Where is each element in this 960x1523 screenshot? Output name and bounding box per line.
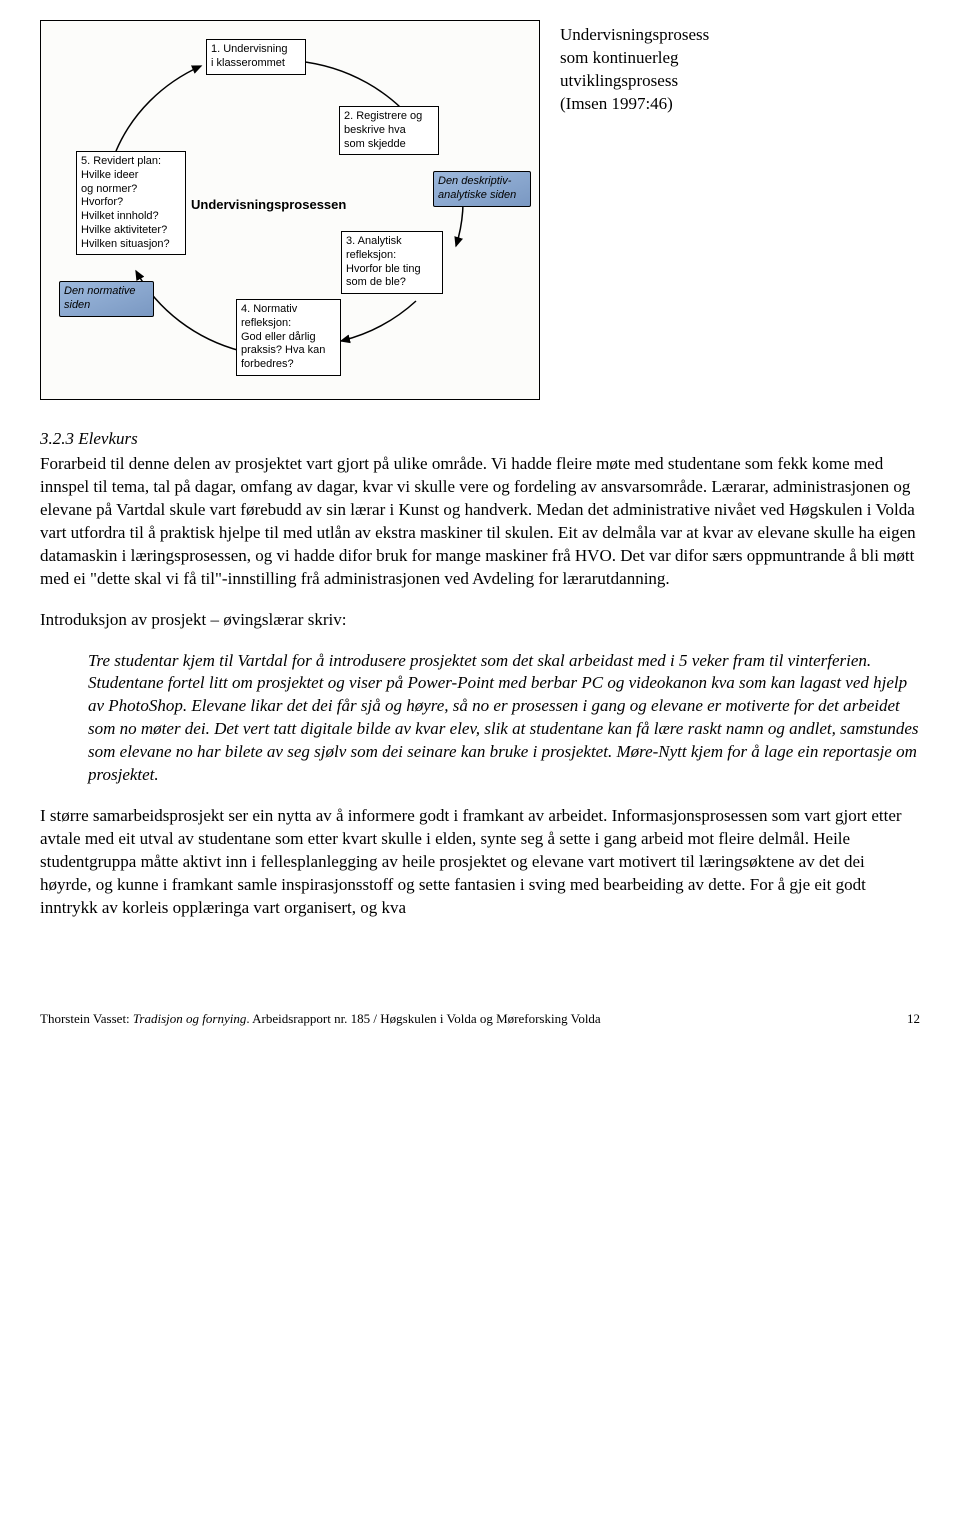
diagram-box-1: 1. Undervisning i klasserommet [206,39,306,75]
caption-line: utviklingsprosess [560,70,920,93]
footer-citation: Thorstein Vasset: Tradisjon og fornying.… [40,1010,601,1028]
quote-block: Tre studentar kjem til Vartdal for å int… [88,650,920,788]
caption-line: (Imsen 1997:46) [560,93,920,116]
intro-line: Introduksjon av prosjekt – øvingslærar s… [40,609,920,632]
section-heading: 3.2.3 Elevkurs [40,428,920,451]
paragraph-2: I større samarbeidsprosjekt ser ein nytt… [40,805,920,920]
footer-author: Thorstein Vasset: [40,1011,133,1026]
caption-line: som kontinuerleg [560,47,920,70]
caption-line: Undervisningsprosess [560,24,920,47]
footer-title: Tradisjon og fornying [133,1011,246,1026]
paragraph-1: Forarbeid til denne delen av prosjektet … [40,453,920,591]
diagram-caption: Undervisningsprosess som kontinuerleg ut… [560,20,920,400]
diagram-box-2: 2. Registrere og beskrive hva som skjedd… [339,106,439,155]
diagram-box-normative: Den normative siden [59,281,154,317]
diagram-title: Undervisningsprosessen [191,196,346,214]
process-diagram: 1. Undervisning i klasserommet 2. Regist… [40,20,540,400]
diagram-box-5: 5. Revidert plan: Hvilke ideer og normer… [76,151,186,255]
page-number: 12 [907,1010,920,1028]
footer-rest: . Arbeidsrapport nr. 185 / Høgskulen i V… [246,1011,600,1026]
diagram-box-4: 4. Normativ refleksjon: God eller dårlig… [236,299,341,376]
page-footer: Thorstein Vasset: Tradisjon og fornying.… [40,1010,920,1028]
diagram-box-descriptive: Den deskriptiv- analytiske siden [433,171,531,207]
diagram-box-3: 3. Analytisk refleksjon: Hvorfor ble tin… [341,231,443,294]
